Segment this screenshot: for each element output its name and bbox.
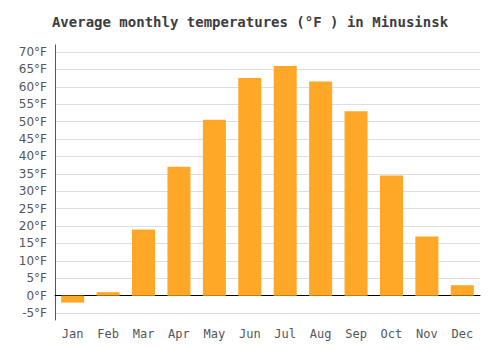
svg-text:55°F: 55°F: [19, 97, 47, 111]
svg-text:65°F: 65°F: [19, 62, 47, 76]
svg-text:60°F: 60°F: [19, 80, 47, 94]
svg-text:Mar: Mar: [133, 327, 155, 341]
svg-text:Oct: Oct: [381, 327, 403, 341]
svg-text:Sep: Sep: [345, 327, 367, 341]
svg-text:5°F: 5°F: [26, 271, 47, 285]
svg-text:35°F: 35°F: [19, 167, 47, 181]
svg-text:Jan: Jan: [62, 327, 84, 341]
svg-text:Dec: Dec: [451, 327, 473, 341]
svg-text:Jul: Jul: [274, 327, 296, 341]
svg-text:May: May: [204, 327, 226, 341]
svg-text:70°F: 70°F: [19, 45, 47, 59]
svg-text:30°F: 30°F: [19, 184, 47, 198]
svg-text:Feb: Feb: [97, 327, 119, 341]
svg-text:Average monthly temperatures (: Average monthly temperatures (°F ) in Mi…: [52, 14, 449, 30]
svg-text:Jun: Jun: [239, 327, 261, 341]
svg-text:45°F: 45°F: [19, 132, 47, 146]
svg-text:10°F: 10°F: [19, 254, 47, 268]
svg-text:40°F: 40°F: [19, 149, 47, 163]
svg-text:Aug: Aug: [310, 327, 332, 341]
svg-text:0°F: 0°F: [26, 289, 47, 303]
svg-text:15°F: 15°F: [19, 236, 47, 250]
svg-text:Apr: Apr: [168, 327, 190, 341]
svg-text:-5°F: -5°F: [22, 306, 47, 320]
svg-text:20°F: 20°F: [19, 219, 47, 233]
svg-text:25°F: 25°F: [19, 202, 47, 216]
svg-text:Nov: Nov: [416, 327, 438, 341]
svg-text:50°F: 50°F: [19, 115, 47, 129]
